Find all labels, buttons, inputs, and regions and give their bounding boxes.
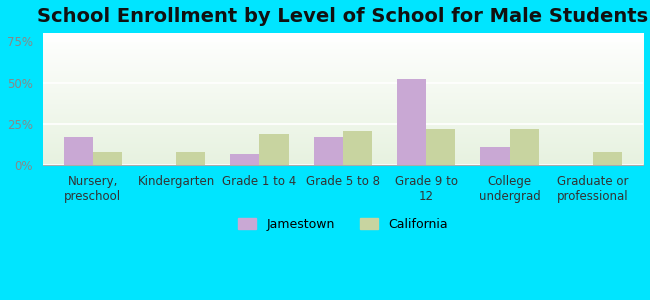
Bar [397, 80, 426, 165]
Bar [259, 134, 289, 165]
Legend: Jamestown, California: Jamestown, California [233, 213, 453, 236]
Bar [426, 129, 456, 165]
Bar [314, 137, 343, 165]
Title: School Enrollment by Level of School for Male Students: School Enrollment by Level of School for… [37, 7, 649, 26]
Bar [93, 152, 122, 165]
Bar [480, 147, 510, 165]
Bar [64, 137, 93, 165]
Bar [593, 152, 622, 165]
Bar [510, 129, 539, 165]
Bar [343, 130, 372, 165]
Bar [176, 152, 205, 165]
Bar [230, 154, 259, 165]
